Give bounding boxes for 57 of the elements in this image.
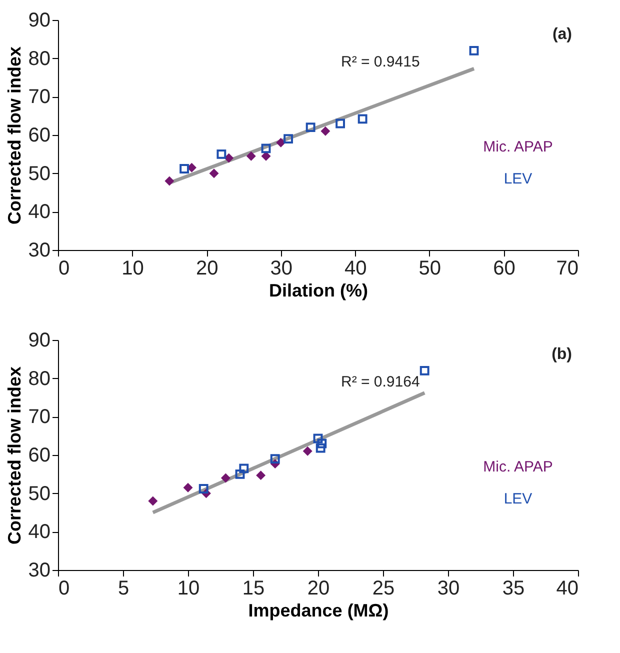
x-tick-label: 20 <box>307 578 330 600</box>
point <box>216 149 226 159</box>
text: LEV <box>504 170 532 188</box>
x-tick-label: 10 <box>177 578 200 600</box>
x-tick-label: 25 <box>372 578 395 600</box>
point <box>358 114 368 124</box>
x-tick-label: 20 <box>196 258 218 280</box>
x-tick-label: 30 <box>270 258 292 280</box>
text: Mic. APAP <box>483 138 553 156</box>
point <box>180 164 189 174</box>
x-tick-label: 0 <box>58 258 70 280</box>
x-tick-label: 30 <box>437 578 460 600</box>
x-tick-label: 40 <box>344 258 367 280</box>
annotation: (a) <box>552 26 572 43</box>
point <box>276 138 286 148</box>
y-axis-title: Corrected flow index <box>4 46 24 225</box>
text: Mic. APAP <box>483 458 553 476</box>
y-tick-label: 90 <box>28 330 50 352</box>
point <box>261 144 271 154</box>
annotation: (b) <box>552 346 572 363</box>
point <box>164 176 174 186</box>
y-axis-title: Corrected flow index <box>4 366 24 545</box>
y-tick-label: 40 <box>28 201 50 224</box>
x-axis-title: Impedance (MΩ) <box>248 600 389 620</box>
x-tick-label: 0 <box>58 578 70 600</box>
y-tick-label: 60 <box>28 124 50 146</box>
annotation: R² = 0.9164 <box>340 374 420 390</box>
y-tick-label: 90 <box>28 10 50 32</box>
point <box>209 168 219 178</box>
y-tick-label: 50 <box>28 482 50 505</box>
x-tick-label: 70 <box>556 258 578 280</box>
y-tick-label: 80 <box>28 48 50 70</box>
y-tick-label: 30 <box>28 560 50 582</box>
y-tick-label: 60 <box>28 444 50 466</box>
point <box>224 153 234 163</box>
text: LEV <box>504 490 532 508</box>
point <box>336 118 345 128</box>
x-tick-label: 10 <box>122 258 144 280</box>
x-tick-label: 5 <box>118 578 130 600</box>
point <box>320 126 330 136</box>
x-tick-label: 40 <box>556 578 578 600</box>
point <box>246 151 256 161</box>
y-tick-label: 80 <box>28 368 50 390</box>
x-axis-title: Dilation (%) <box>269 280 368 300</box>
point <box>469 46 479 56</box>
point <box>284 134 293 144</box>
x-tick-label: 50 <box>418 258 442 280</box>
annotation: R² = 0.9415 <box>340 54 420 70</box>
x-tick-label: 15 <box>242 578 265 600</box>
x-tick-label: 35 <box>502 578 525 600</box>
y-tick-label: 50 <box>28 162 50 185</box>
y-tick-label: 70 <box>28 86 50 108</box>
y-tick-label: 30 <box>28 240 50 262</box>
point <box>306 122 316 132</box>
y-tick-label: 40 <box>28 521 50 544</box>
y-tick-label: 70 <box>28 406 50 428</box>
x-tick-label: 60 <box>493 258 516 280</box>
